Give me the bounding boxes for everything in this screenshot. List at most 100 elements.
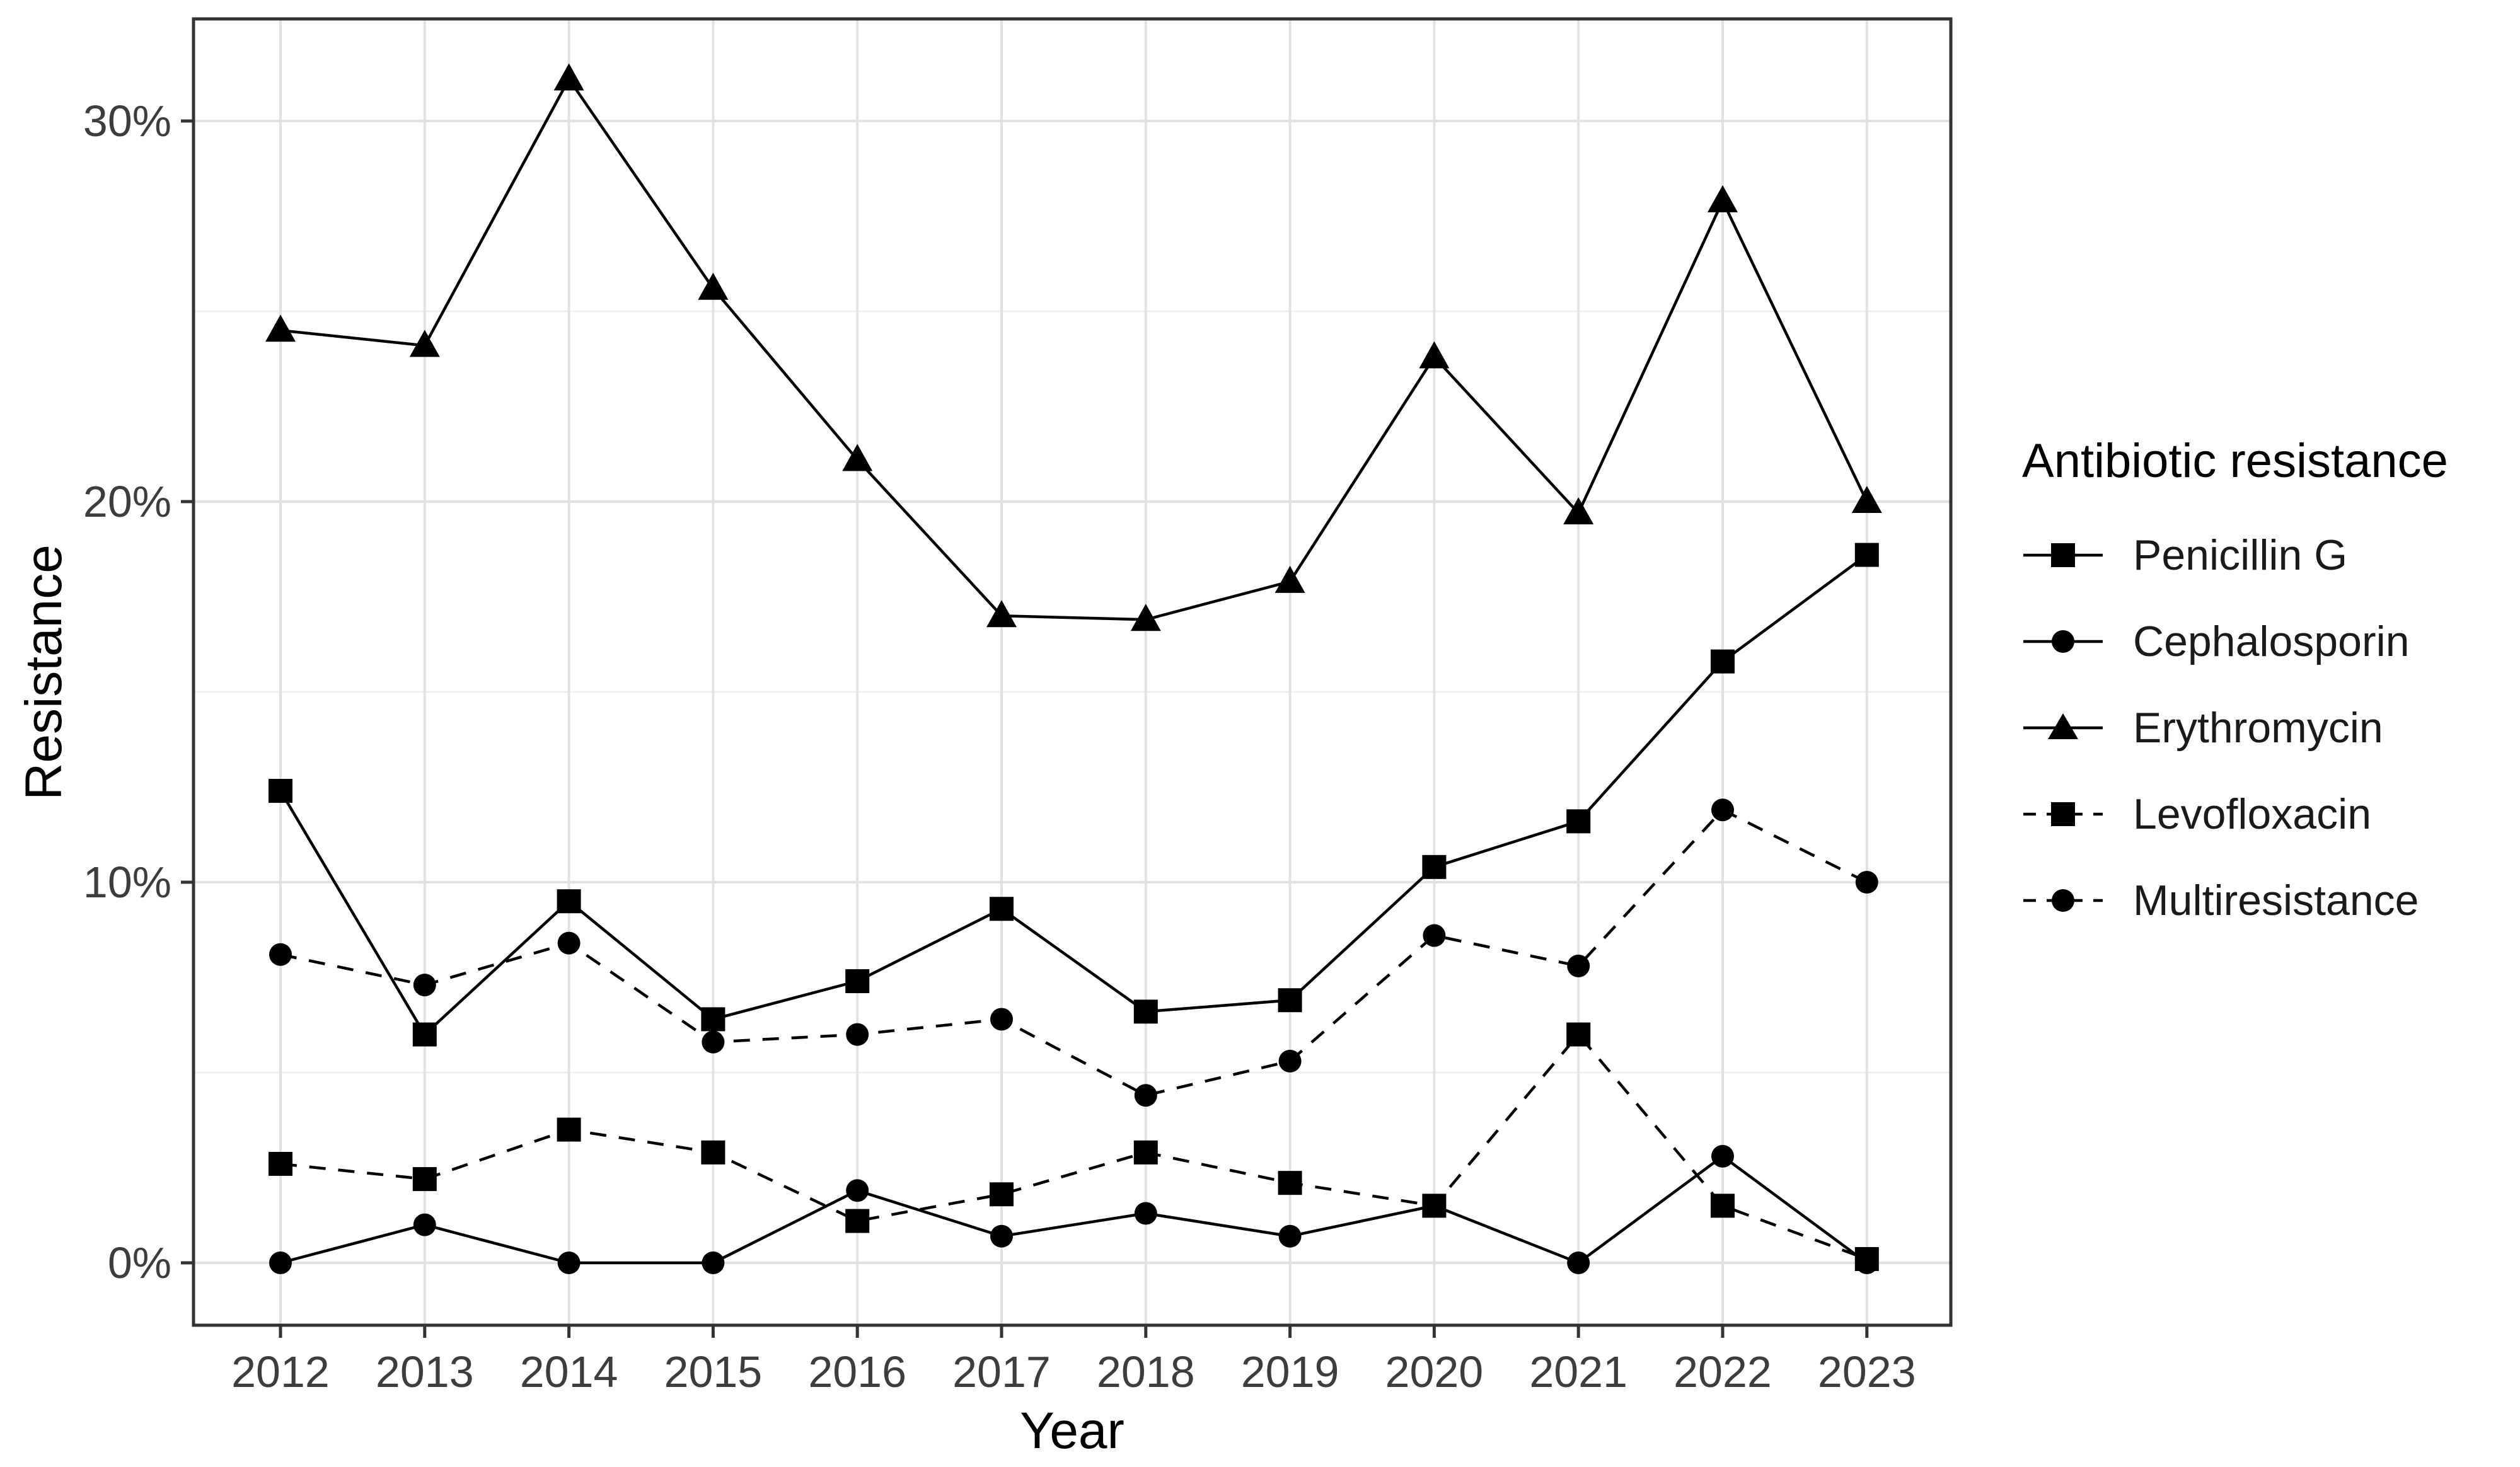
marker-square [1278, 988, 1302, 1013]
series-line-cephalosporin [280, 1154, 1868, 1265]
series-line-levofloxacin [280, 1032, 1868, 1261]
x-tick-label-2018: 2018 [1096, 1347, 1195, 1396]
marker-circle [1134, 1202, 1157, 1225]
marker-square [1566, 1022, 1591, 1047]
marker-square [1133, 1140, 1158, 1165]
y-tick-label-10: 10% [83, 858, 171, 907]
x-tick-label-2023: 2023 [1817, 1347, 1916, 1396]
circle-dashed-key-icon [2023, 889, 2103, 912]
marker-circle [557, 1251, 581, 1274]
marker-triangle [1708, 185, 1738, 212]
marker-circle [269, 1251, 292, 1274]
marker-triangle [698, 272, 729, 300]
marker-triangle [842, 444, 873, 471]
marker-circle [1855, 871, 1878, 894]
marker-circle [1711, 798, 1734, 822]
marker-square [557, 889, 581, 914]
x-axis-title: Year [1020, 1402, 1124, 1459]
y-tick-label-20: 20% [83, 477, 171, 526]
series-line-penicillin-g [279, 553, 1868, 1037]
circle-solid-key-icon [2023, 630, 2103, 653]
legend-label: Multiresistance [2133, 876, 2419, 924]
plot-panel [194, 19, 1951, 1325]
marker-circle [413, 974, 436, 997]
marker-square [990, 1182, 1014, 1207]
legend-item-cephalosporin: Cephalosporin [2022, 598, 2520, 684]
marker-circle [269, 943, 292, 966]
marker-circle [1278, 1049, 1302, 1073]
legend-label: Cephalosporin [2133, 617, 2410, 665]
marker-square [557, 1117, 581, 1142]
marker-circle [702, 1030, 725, 1054]
marker-circle [1423, 924, 1446, 947]
marker-square [1133, 999, 1158, 1024]
marker-triangle [1130, 604, 1161, 631]
legend-label: Penicillin G [2133, 531, 2348, 579]
marker-circle [702, 1251, 725, 1274]
square-solid-key-icon [2023, 543, 2103, 567]
marker-square [1711, 649, 1735, 674]
marker-circle [846, 1179, 869, 1202]
legend-item-multiresistance: Multiresistance [2022, 857, 2520, 943]
x-tick-label-2021: 2021 [1529, 1347, 1628, 1396]
marker-circle [990, 1008, 1013, 1031]
marker-circle [1567, 1251, 1590, 1274]
legend-item-erythromycin: Erythromycin [2022, 684, 2520, 771]
marker-circle [413, 1213, 436, 1236]
marker-circle [1134, 1084, 1157, 1107]
marker-square [1854, 1246, 1879, 1271]
y-axis-title: Resistance [15, 544, 72, 800]
x-tick-label-2013: 2013 [375, 1347, 474, 1396]
marker-square [845, 1209, 870, 1233]
marker-square [1566, 809, 1591, 834]
square-dashed-key-icon [2023, 802, 2103, 826]
marker-square [412, 1167, 437, 1192]
marker-triangle [1851, 486, 1882, 513]
marker-triangle [1274, 565, 1305, 593]
marker-circle [990, 1224, 1013, 1248]
legend-item-penicillin-g: Penicillin G [2022, 512, 2520, 598]
marker-square [1422, 1194, 1447, 1218]
marker-square [269, 1151, 292, 1176]
panel-border [192, 17, 1953, 1327]
marker-triangle [1563, 497, 1594, 525]
marker-square [412, 1022, 437, 1047]
marker-triangle [553, 63, 584, 91]
x-tick-label-2012: 2012 [231, 1347, 330, 1396]
x-tick-label-2019: 2019 [1240, 1347, 1339, 1396]
marker-square [269, 779, 292, 803]
marker-square [701, 1140, 725, 1165]
x-tick-label-2016: 2016 [808, 1347, 907, 1396]
marker-circle [557, 931, 581, 955]
x-tick-label-2017: 2017 [952, 1347, 1051, 1396]
marker-square [1854, 543, 1879, 567]
marker-circle [846, 1023, 869, 1046]
x-tick-label-2022: 2022 [1673, 1347, 1772, 1396]
x-tick-label-2014: 2014 [519, 1347, 618, 1396]
x-tick-label-2020: 2020 [1385, 1347, 1484, 1396]
marker-triangle [265, 314, 296, 342]
marker-square [701, 1007, 725, 1032]
x-tick-label-2015: 2015 [664, 1347, 763, 1396]
marker-circle [1278, 1224, 1302, 1248]
legend-label: Erythromycin [2133, 703, 2383, 752]
marker-square [990, 897, 1014, 921]
marker-circle [1567, 954, 1590, 977]
legend-title: Antibiotic resistance [2022, 434, 2448, 488]
legend-label: Levofloxacin [2133, 790, 2372, 838]
marker-triangle [986, 600, 1017, 628]
marker-square [1278, 1171, 1302, 1195]
legend: Antibiotic resistance Penicillin G Cephal… [2022, 435, 2520, 943]
marker-triangle [409, 330, 440, 357]
marker-circle [1711, 1144, 1734, 1168]
marker-square [1711, 1194, 1735, 1218]
series-line-erythromycin [280, 76, 1868, 621]
series-line-multiresistance [280, 808, 1868, 1097]
y-tick-label-30: 30% [83, 96, 171, 146]
marker-square [1422, 854, 1447, 879]
y-tick-label-0: 0% [107, 1238, 171, 1287]
triangle-solid-key-icon [2023, 713, 2103, 739]
legend-item-levofloxacin: Levofloxacin [2022, 771, 2520, 857]
